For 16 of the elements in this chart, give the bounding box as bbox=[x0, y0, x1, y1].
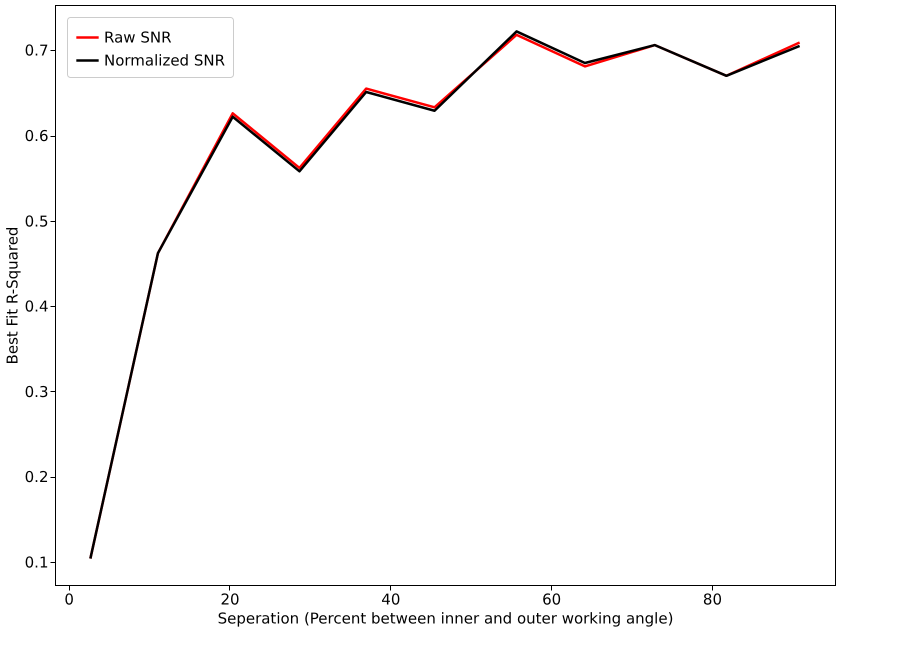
x-tick-label: 60 bbox=[542, 590, 562, 608]
y-axis-title: Best Fit R-Squared bbox=[4, 226, 22, 364]
x-tick-label: 80 bbox=[702, 590, 722, 608]
y-tick-label: 0.4 bbox=[24, 298, 48, 316]
y-tick-label: 0.6 bbox=[24, 127, 48, 145]
legend-label: Raw SNR bbox=[104, 28, 172, 46]
legend-label: Normalized SNR bbox=[104, 52, 225, 70]
y-tick-label: 0.3 bbox=[24, 382, 48, 401]
y-tick-label: 0.5 bbox=[24, 212, 48, 230]
x-tick-label: 0 bbox=[64, 590, 74, 608]
x-axis-title: Seperation (Percent between inner and outer working angle) bbox=[218, 610, 674, 628]
y-tick-label: 0.1 bbox=[24, 553, 48, 572]
x-tick-label: 40 bbox=[381, 590, 400, 608]
y-tick-label: 0.2 bbox=[24, 468, 48, 486]
x-tick-label: 20 bbox=[220, 590, 240, 608]
y-tick-label: 0.7 bbox=[24, 42, 48, 60]
